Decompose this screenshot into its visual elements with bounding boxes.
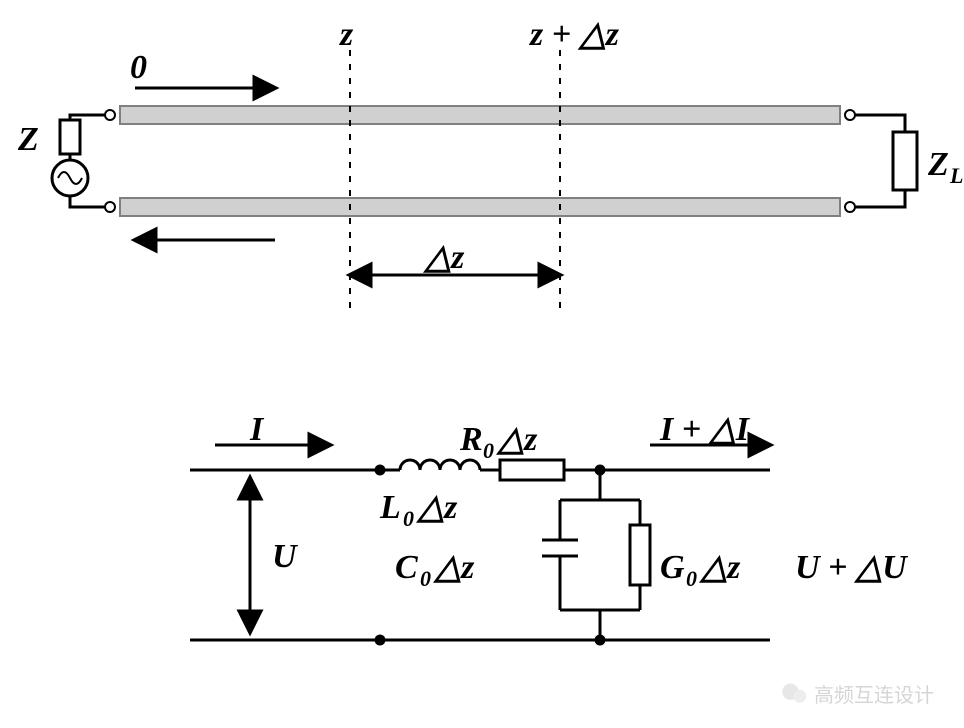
label-z-plus-dz: z + △z bbox=[529, 16, 620, 53]
tl-terminal bbox=[105, 202, 115, 212]
label-delta-z: △z bbox=[422, 239, 465, 276]
label-C0-sub: 0 bbox=[420, 566, 431, 591]
transmission-line-diagram: 0 z z + △z △z Z Z L bbox=[17, 16, 963, 310]
label-G0-sub: 0 bbox=[686, 566, 697, 591]
label-L0-sub: 0 bbox=[403, 506, 414, 531]
label-C0-base: C bbox=[395, 549, 418, 586]
watermark-text: 高频互连设计 bbox=[814, 679, 934, 708]
label-I-plus-dI: I + △I bbox=[659, 411, 751, 448]
label-ZL-sub: L bbox=[949, 163, 963, 188]
lumped-element-model: I I + △I U U + △U R 0 △z L 0 △z C 0 △z G… bbox=[190, 411, 909, 645]
tl-bottom-conductor bbox=[120, 198, 840, 216]
label-origin: 0 bbox=[130, 49, 147, 86]
conductance-G0 bbox=[630, 525, 650, 585]
capacitor-C0 bbox=[542, 540, 578, 556]
inductor-L0 bbox=[380, 460, 500, 470]
label-G0-dz: △z bbox=[698, 549, 741, 586]
resistor-R0 bbox=[500, 460, 600, 480]
wechat-icon bbox=[780, 680, 808, 708]
label-R0-base: R bbox=[459, 421, 483, 458]
node bbox=[375, 465, 385, 475]
watermark: 高频互连设计 bbox=[780, 679, 934, 708]
tl-terminal bbox=[845, 202, 855, 212]
label-z: z bbox=[339, 16, 354, 53]
label-I: I bbox=[249, 411, 265, 448]
load-network bbox=[855, 115, 917, 207]
tl-top-conductor bbox=[120, 106, 840, 124]
label-C0-dz: △z bbox=[432, 549, 475, 586]
label-U: U bbox=[272, 538, 299, 575]
tl-terminal bbox=[845, 110, 855, 120]
label-R0-sub: 0 bbox=[483, 438, 494, 463]
label-Z-source: Z bbox=[17, 121, 39, 158]
label-ZL-base: Z bbox=[927, 146, 949, 183]
tl-terminal bbox=[105, 110, 115, 120]
source-network bbox=[52, 115, 105, 207]
label-G0-base: G bbox=[660, 549, 685, 586]
label-U-plus-dU: U + △U bbox=[795, 549, 909, 586]
label-L0-dz: △z bbox=[415, 489, 458, 526]
label-R0-dz: △z bbox=[495, 421, 538, 458]
label-ZL: Z L bbox=[927, 146, 963, 188]
label-L0-base: L bbox=[379, 489, 401, 526]
